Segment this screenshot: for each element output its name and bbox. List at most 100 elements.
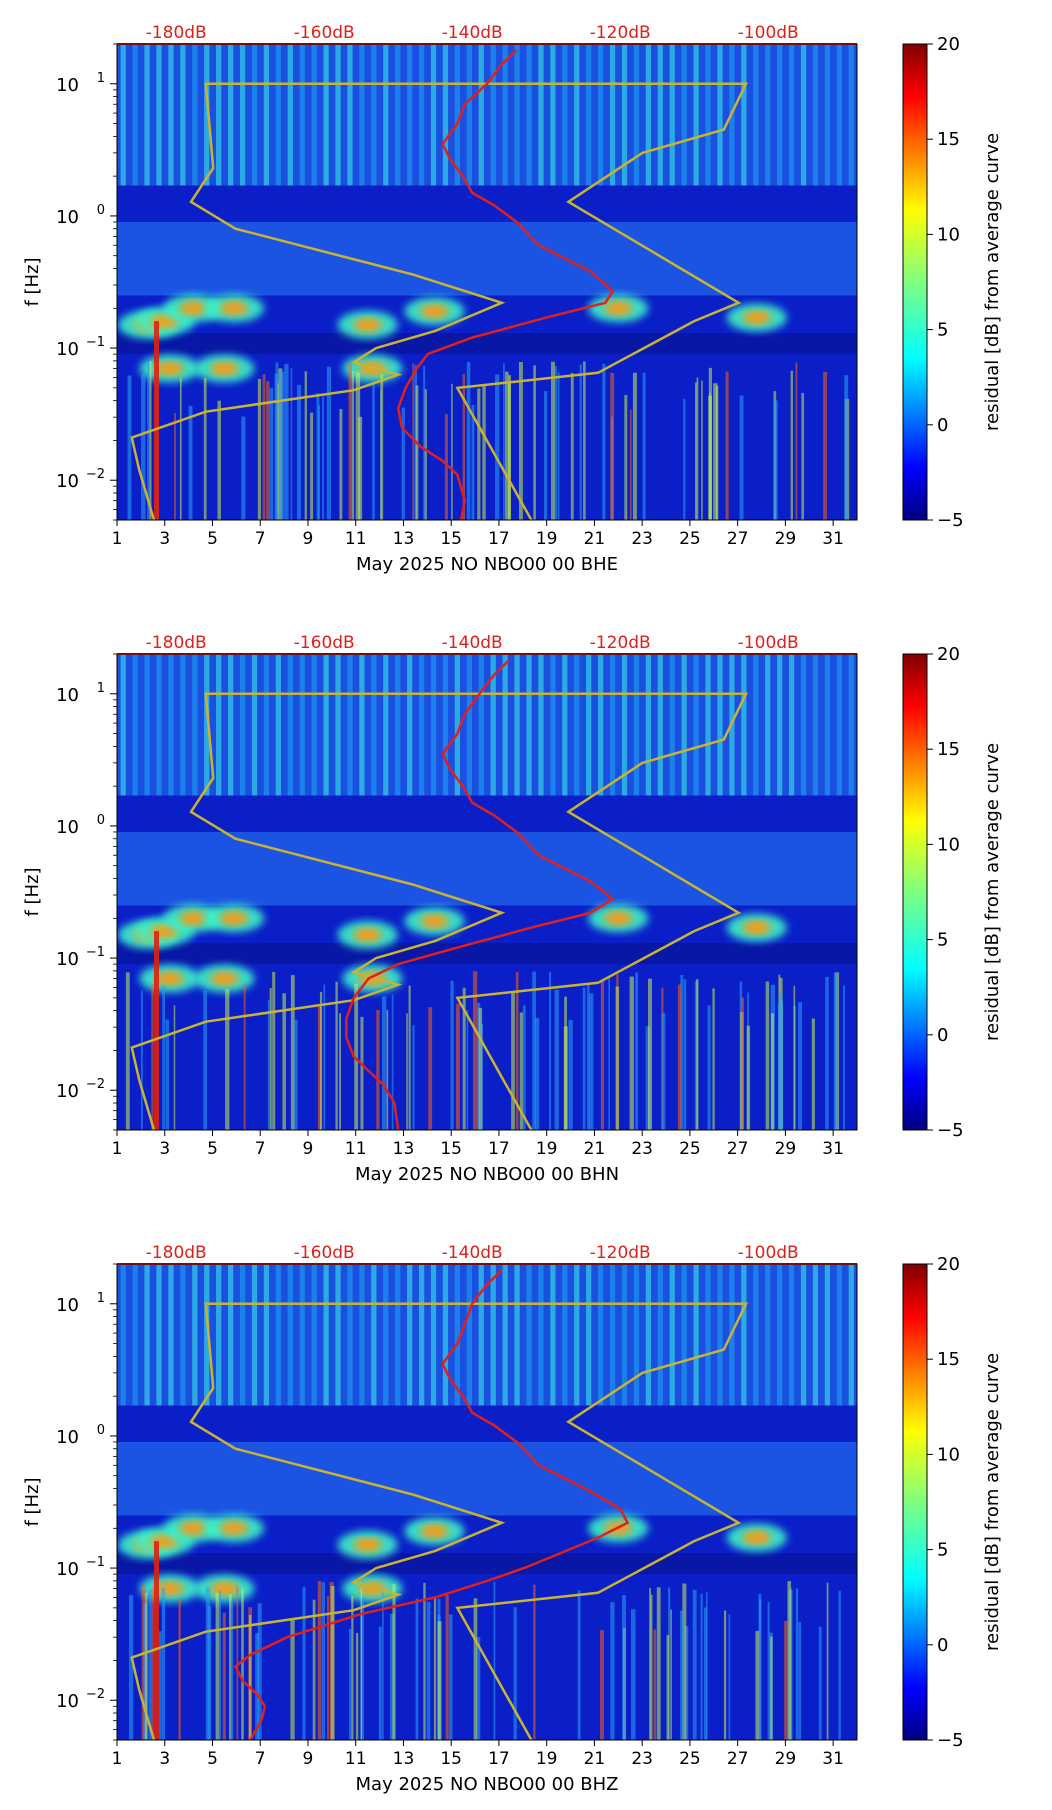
db-tick-label: -100dB — [738, 1243, 799, 1263]
colorbar-tick-label: −5 — [937, 510, 964, 531]
x-tick-label: 29 — [775, 1139, 797, 1159]
db-tick-label: -120dB — [590, 633, 651, 653]
median-psd-curve — [345, 659, 615, 1130]
x-tick-label: 25 — [679, 1139, 701, 1159]
x-tick-label: 3 — [159, 1139, 170, 1159]
colorbar — [902, 1263, 928, 1741]
x-tick-label: 27 — [727, 1139, 749, 1159]
colorbar-tick-label: 10 — [937, 224, 960, 245]
colorbar-tick-label: 15 — [937, 739, 960, 760]
x-tick-label: 13 — [393, 1749, 415, 1769]
x-tick-label: 19 — [536, 529, 558, 549]
db-tick-label: -180dB — [146, 1243, 207, 1263]
x-axis-label: May 2025 NO NBO00 00 BHE — [356, 554, 618, 575]
x-tick-label: 5 — [207, 1139, 218, 1159]
x-tick-label: 3 — [159, 1749, 170, 1769]
x-tick-label: 1 — [112, 1749, 123, 1769]
y-tick-exponent: −1 — [86, 335, 105, 350]
db-tick-label: -140dB — [442, 633, 503, 653]
colorbar-tick-label: 20 — [937, 34, 960, 55]
colorbar-tick-label: −5 — [937, 1120, 964, 1141]
spectrogram-heatmap — [117, 44, 857, 520]
y-tick-label: 10 — [56, 339, 79, 360]
x-tick-label: 27 — [727, 529, 749, 549]
x-tick-label: 31 — [822, 1749, 844, 1769]
noise-model-curve — [130, 692, 748, 1130]
median-psd-curve — [233, 1269, 630, 1740]
db-tick-label: -120dB — [590, 23, 651, 43]
x-tick-label: 13 — [393, 1139, 415, 1159]
colorbar-tick-label: 15 — [937, 129, 960, 150]
x-tick-label: 21 — [584, 1139, 606, 1159]
x-tick-label: 7 — [255, 1139, 266, 1159]
x-tick-label: 29 — [775, 1749, 797, 1769]
y-tick-exponent: 0 — [97, 813, 105, 828]
colorbar-tick-label: 0 — [937, 1025, 948, 1046]
x-tick-label: 7 — [255, 1749, 266, 1769]
x-tick-label: 5 — [207, 529, 218, 549]
colorbar-tick-label: 5 — [937, 320, 948, 341]
colorbar — [902, 653, 928, 1131]
y-tick-label: 10 — [56, 1295, 79, 1316]
plot-frame — [116, 1263, 858, 1741]
db-tick-label: -160dB — [294, 23, 355, 43]
x-tick-label: 1 — [112, 529, 123, 549]
db-tick-label: -140dB — [442, 23, 503, 43]
x-tick-label: 9 — [303, 1749, 314, 1769]
y-tick-label: 10 — [56, 1559, 79, 1580]
y-tick-label: 10 — [56, 471, 79, 492]
x-tick-label: 21 — [584, 1749, 606, 1769]
x-axis-label: May 2025 NO NBO00 00 BHN — [355, 1164, 619, 1185]
y-tick-label: 10 — [56, 207, 79, 228]
db-tick-label: -100dB — [738, 633, 799, 653]
colorbar-tick-label: 15 — [937, 1349, 960, 1370]
noise-model-curve — [130, 82, 748, 520]
colorbar-tick-label: 5 — [937, 930, 948, 951]
y-tick-exponent: −1 — [86, 1555, 105, 1570]
x-tick-label: 19 — [536, 1749, 558, 1769]
y-axis-label: f [Hz] — [22, 867, 43, 916]
colorbar-tick-label: 0 — [937, 415, 948, 436]
median-psd-curve — [396, 49, 615, 520]
y-tick-label: 10 — [56, 817, 79, 838]
x-tick-label: 15 — [440, 1749, 462, 1769]
y-tick-label: 10 — [56, 949, 79, 970]
spectrogram-heatmap — [117, 1264, 857, 1740]
y-tick-label: 10 — [56, 75, 79, 96]
spectrogram-heatmap — [117, 654, 857, 1130]
x-tick-label: 15 — [440, 529, 462, 549]
x-tick-label: 19 — [536, 1139, 558, 1159]
x-tick-label: 1 — [112, 1139, 123, 1159]
y-tick-exponent: −2 — [86, 1687, 105, 1702]
y-tick-label: 10 — [56, 1427, 79, 1448]
x-tick-label: 27 — [727, 1749, 749, 1769]
x-tick-label: 9 — [303, 529, 314, 549]
y-tick-exponent: 0 — [97, 1423, 105, 1438]
db-tick-label: -180dB — [146, 633, 207, 653]
x-tick-label: 3 — [159, 529, 170, 549]
noise-model-curve — [130, 1302, 748, 1740]
x-tick-label: 7 — [255, 529, 266, 549]
db-tick-label: -120dB — [590, 1243, 651, 1263]
colorbar — [902, 43, 928, 521]
x-tick-label: 23 — [631, 529, 653, 549]
y-tick-exponent: −1 — [86, 945, 105, 960]
x-tick-label: 11 — [345, 1139, 367, 1159]
colorbar-tick-label: 0 — [937, 1635, 948, 1656]
y-tick-exponent: 1 — [97, 681, 105, 696]
y-tick-exponent: −2 — [86, 467, 105, 482]
colorbar-label: residual [dB] from average curve — [982, 133, 1003, 431]
colorbar-tick-label: 20 — [937, 644, 960, 665]
x-tick-label: 9 — [303, 1139, 314, 1159]
db-tick-label: -160dB — [294, 633, 355, 653]
db-tick-label: -160dB — [294, 1243, 355, 1263]
x-tick-label: 25 — [679, 1749, 701, 1769]
x-tick-label: 15 — [440, 1139, 462, 1159]
y-tick-exponent: 0 — [97, 203, 105, 218]
colorbar-label: residual [dB] from average curve — [982, 743, 1003, 1041]
x-tick-label: 5 — [207, 1749, 218, 1769]
